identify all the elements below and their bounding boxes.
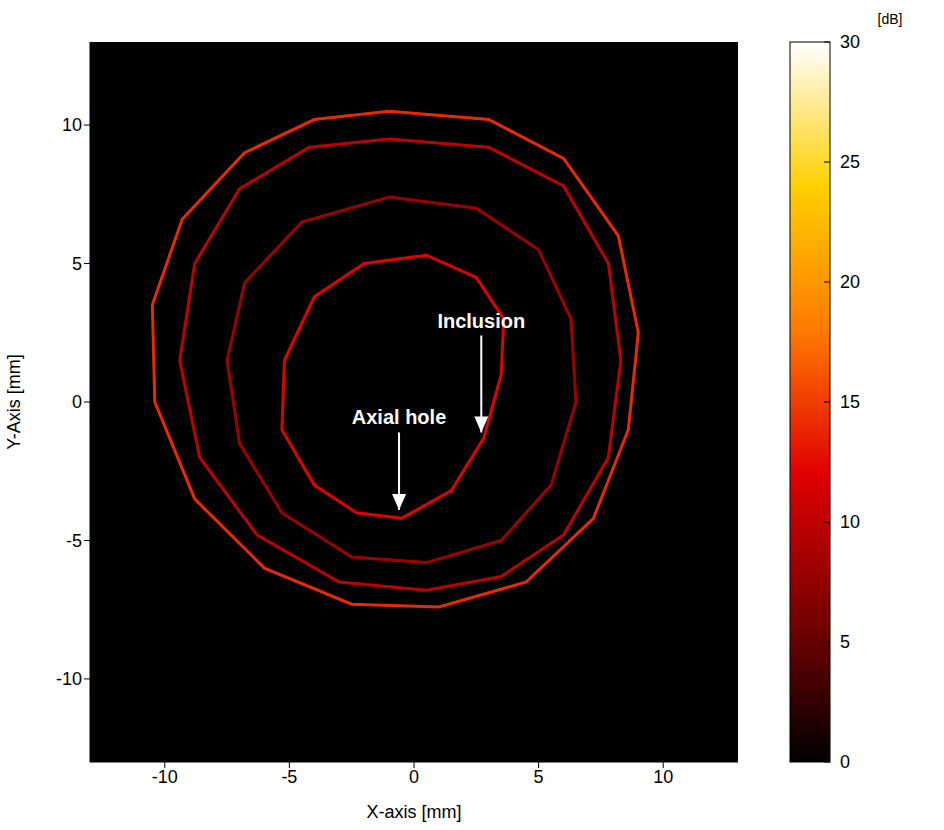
svg-text:25: 25 [840,152,860,172]
svg-text:[dB]: [dB] [878,11,903,27]
svg-text:10: 10 [840,512,860,532]
svg-text:0: 0 [409,767,419,787]
svg-text:5: 5 [72,254,82,274]
svg-text:-5: -5 [281,767,297,787]
svg-text:5: 5 [534,767,544,787]
svg-text:15: 15 [840,392,860,412]
svg-text:20: 20 [840,272,860,292]
svg-text:10: 10 [62,115,82,135]
svg-text:Y-Axis [mm]: Y-Axis [mm] [4,354,24,449]
svg-text:30: 30 [840,32,860,52]
svg-text:0: 0 [72,392,82,412]
svg-text:-10: -10 [152,767,178,787]
svg-text:Axial hole: Axial hole [352,406,446,428]
svg-text:X-axis [mm]: X-axis [mm] [366,802,461,822]
svg-text:5: 5 [840,632,850,652]
svg-text:-10: -10 [56,669,82,689]
svg-text:Inclusion: Inclusion [437,310,525,332]
svg-text:0: 0 [840,752,850,772]
svg-text:10: 10 [653,767,673,787]
svg-text:-5: -5 [66,531,82,551]
